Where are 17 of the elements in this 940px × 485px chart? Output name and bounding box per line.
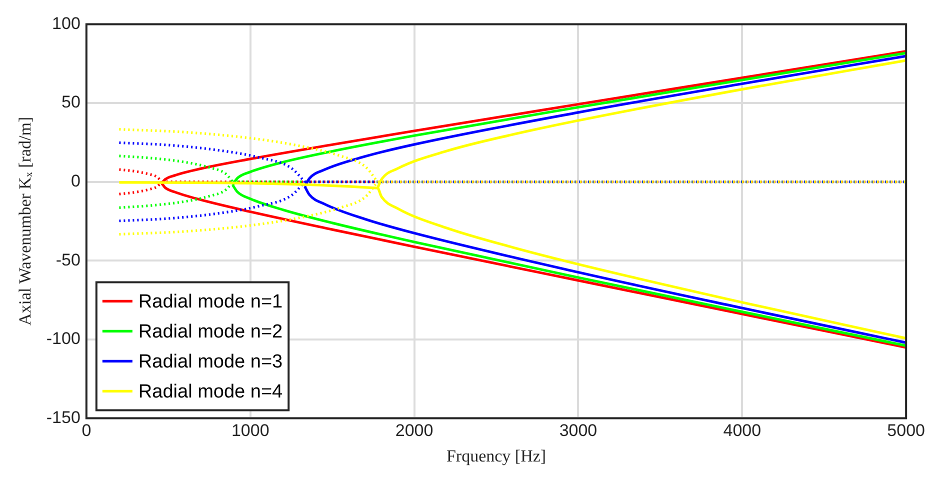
legend-label: Radial mode n=2 [138,321,283,342]
x-tick-label: 1000 [231,421,270,440]
x-tick-label: 3000 [559,421,598,440]
legend-label: Radial mode n=3 [138,351,283,372]
y-tick-label: -150 [46,408,80,427]
legend-label: Radial mode n=1 [138,291,283,312]
y-axis-title: Axial Wavenumber Kₓ [rad/m] [16,116,35,326]
x-tick-label: 2000 [395,421,434,440]
y-tick-label: -100 [46,329,80,348]
y-tick-label: 100 [52,14,80,33]
y-tick-label: 0 [70,171,80,190]
x-tick-label: 5000 [887,421,926,440]
y-tick-label: -50 [56,250,80,270]
y-tick-label: 50 [62,92,80,112]
legend-label: Radial mode n=4 [138,381,284,402]
x-axis-title: Frquency [Hz] [446,446,546,466]
x-tick-label: 4000 [723,421,762,440]
